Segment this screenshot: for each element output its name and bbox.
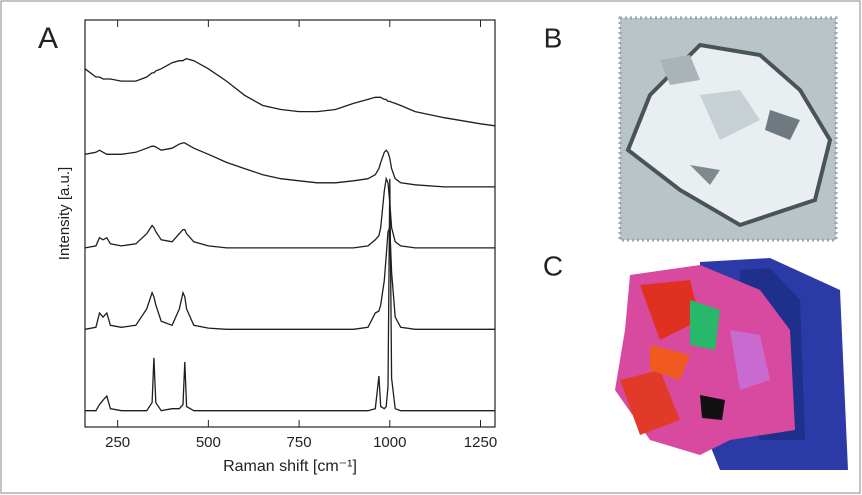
spectrum-line (85, 178, 495, 412)
x-tick-label: 750 (287, 434, 312, 451)
x-tick-label: 1000 (373, 434, 406, 451)
spectrum-line (84, 58, 496, 127)
panel-label: C (543, 250, 563, 281)
spectrum-line (84, 142, 495, 188)
x-tick-label: 500 (196, 434, 221, 451)
plot-frame (84, 19, 496, 428)
x-tick-label: 250 (105, 434, 130, 451)
panel-label: A (38, 22, 58, 55)
x-axis-label: Raman shift [cm⁻¹] (223, 458, 357, 475)
y-axis-label: Intensity [a.u.] (56, 167, 73, 260)
panel-label: B (544, 22, 563, 53)
x-tick-label: 1250 (464, 434, 497, 451)
raman-map (615, 258, 848, 470)
micrograph (618, 16, 838, 242)
